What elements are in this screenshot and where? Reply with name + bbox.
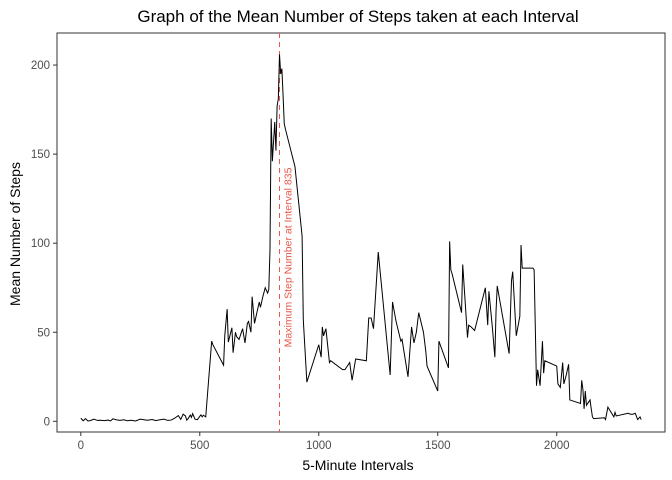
y-tick-label: 100 — [31, 238, 50, 250]
mean-steps-line — [80, 54, 642, 422]
x-tick-label: 500 — [190, 440, 209, 452]
x-tick-label: 2000 — [544, 440, 570, 452]
x-axis-label: 5-Minute Intervals — [302, 457, 413, 473]
x-tick-label: 1000 — [306, 440, 332, 452]
y-tick-label: 150 — [31, 149, 50, 161]
y-tick-label: 200 — [31, 60, 50, 72]
chart-title: Graph of the Mean Number of Steps taken … — [137, 7, 578, 26]
x-axis: 0 500 1000 1500 2000 — [78, 432, 570, 452]
y-tick-label: 0 — [44, 416, 50, 428]
max-interval-annotation: Maximum Step Number at Interval 835 — [282, 167, 294, 347]
plot-panel-border — [56, 32, 666, 433]
y-tick-label: 50 — [37, 327, 50, 339]
y-axis: 0 50 100 150 200 — [31, 60, 57, 428]
y-axis-label: Mean Number of Steps — [7, 162, 23, 306]
x-tick-label: 0 — [78, 440, 84, 452]
x-tick-label: 1500 — [425, 440, 451, 452]
